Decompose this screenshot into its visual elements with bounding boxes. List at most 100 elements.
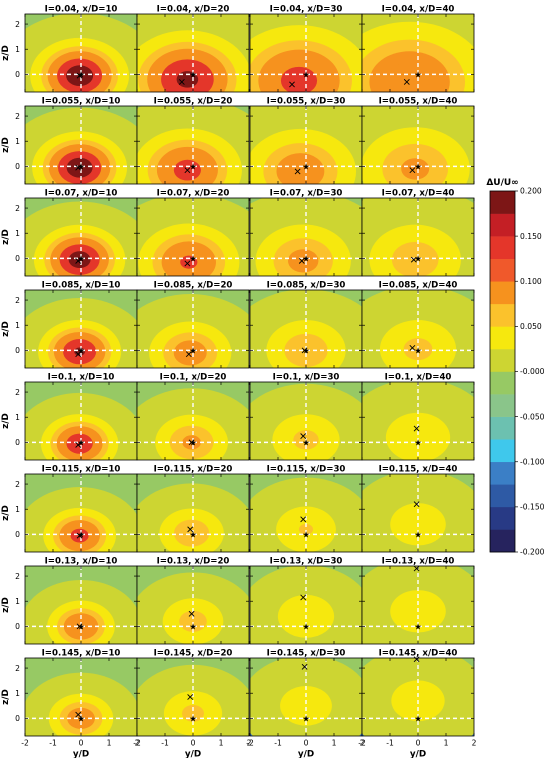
y-tick-label: 1 [15,597,20,606]
hub-marker-star: ★ [189,70,197,80]
hub-marker-star: ★ [414,254,422,264]
contour-field [137,198,249,276]
y-tick-label: 1 [15,413,20,422]
x-tick-label: 0 [304,739,309,748]
wake-center-marker [75,711,82,718]
panel: ★ I=0.115, x/D=20 [136,465,250,553]
contour-field [25,198,137,276]
wake-center-marker [185,351,192,358]
hub-marker-star: ★ [77,714,85,724]
y-tick-label: 1 [15,505,20,514]
colorbar-tick-label: 0.100 [520,277,542,286]
hub-marker-star: ★ [414,162,422,172]
panel-title: I=0.13, x/D=30 [270,557,343,567]
hub-marker-star: ★ [302,530,310,540]
panel: ★ I=0.07, x/D=30 [249,189,363,277]
colorbar-band [490,303,515,327]
x-axis-label: y/D [185,750,201,758]
y-axis-label: z/D [1,137,11,153]
panel: ★ I=0.07, x/D=10 0 1 2 z/D [1,189,138,277]
wake-center-marker [301,347,308,354]
panel-title: I=0.085, x/D=40 [379,281,458,291]
wake-center-marker [409,167,416,174]
x-tick-label: 2 [360,739,365,748]
colorbar-band [490,258,515,282]
panel-title: I=0.1, x/D=10 [48,373,115,383]
hub-marker-star: ★ [302,438,310,448]
colorbar-tick-label: -0.000 [520,367,545,376]
x-tick-label: -2 [21,739,29,748]
y-tick-label: 0 [15,622,20,631]
wake-contour [182,704,204,722]
wake-contour [298,523,314,535]
y-tick-label: 0 [15,714,20,723]
panel: ★I=0.085, x/D=30 [249,281,363,369]
y-axis-label: z/D [1,597,11,613]
wake-contour [293,166,308,177]
x-tick-label: 0 [79,739,84,748]
x-tick-label: 2 [135,739,140,748]
panel-title: I=0.085, x/D=30 [267,281,346,291]
y-tick-label: 1 [15,229,20,238]
x-tick-label: 2 [472,739,477,748]
hub-marker-star: ★ [414,438,422,448]
colorbar-band [490,348,515,372]
y-axis-label: z/D [1,689,11,705]
panel-title: I=0.115, x/D=40 [379,465,458,475]
panel-title: I=0.145, x/D=30 [267,649,346,659]
y-tick-label: 2 [15,296,20,305]
panel-title: I=0.04, x/D=30 [270,5,343,15]
x-tick-label: 0 [416,739,421,748]
panel-title: I=0.055, x/D=10 [42,97,121,107]
hub-marker-star: ★ [77,162,85,172]
contour-field [250,382,362,460]
wake-center-marker [300,594,307,601]
panel: ★ I=0.055, x/D=20 [136,97,250,185]
panel-title: I=0.055, x/D=40 [379,97,458,107]
wake-center-marker [289,81,295,88]
colorbar-band [490,529,515,553]
hub-marker-star: ★ [189,162,197,172]
hub-marker-star: ★ [189,254,197,264]
wake-contour [391,241,439,276]
wake-center-marker [76,623,83,630]
panel: ★ I=0.1, x/D=10 0 1 2 z/D [1,373,138,461]
wake-center-marker [409,344,416,351]
wake-center-marker [187,694,194,700]
panel-title: I=0.13, x/D=40 [382,557,455,567]
panel-title: I=0.1, x/D=20 [160,373,227,383]
hub-marker-star: ★ [77,254,85,264]
panel-title: I=0.145, x/D=10 [42,649,121,659]
colorbar-band [490,326,515,350]
y-tick-label: 1 [15,137,20,146]
panel: ★ I=0.055, x/D=10 0 1 2 z/D [1,97,138,185]
y-tick-label: 1 [15,45,20,54]
hub-marker-star: ★ [189,530,197,540]
y-tick-label: 2 [15,480,20,489]
contour-field [137,14,249,92]
contour-field [250,474,362,552]
wake-center-marker [300,516,307,523]
wake-contour [173,519,210,547]
panel: ★ I=0.085, x/D=20 [136,281,250,369]
wake-contour [287,249,319,273]
panel-title: I=0.115, x/D=10 [42,465,121,475]
hub-marker-star: ★ [77,438,85,448]
colorbar-tick-label: -0.050 [520,412,545,421]
hub-marker-star: ★ [414,622,422,632]
wake-contour [280,66,318,92]
x-tick-label: -2 [246,739,254,748]
wake-center-marker [76,72,83,79]
y-axis-label: z/D [1,229,11,245]
x-axis-label: y/D [410,750,426,758]
wake-contour [384,62,436,92]
panel: ★ I=0.04, x/D=40 [361,5,475,93]
x-tick-label: -1 [49,739,57,748]
colorbar-tick-label: -0.200 [520,548,545,557]
hub-marker-star: ★ [77,530,85,540]
y-axis-label: z/D [1,505,11,521]
wake-center-marker [410,256,417,263]
panel-title: I=0.115, x/D=30 [267,465,346,475]
wake-center-marker [75,164,82,171]
